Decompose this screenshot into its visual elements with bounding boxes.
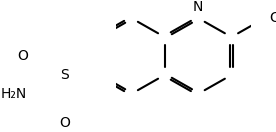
- Text: H₂N: H₂N: [1, 87, 27, 101]
- Text: Cl: Cl: [269, 11, 276, 25]
- Text: S: S: [60, 68, 69, 82]
- Text: O: O: [17, 49, 28, 63]
- Text: O: O: [59, 116, 70, 130]
- Text: N: N: [193, 0, 203, 14]
